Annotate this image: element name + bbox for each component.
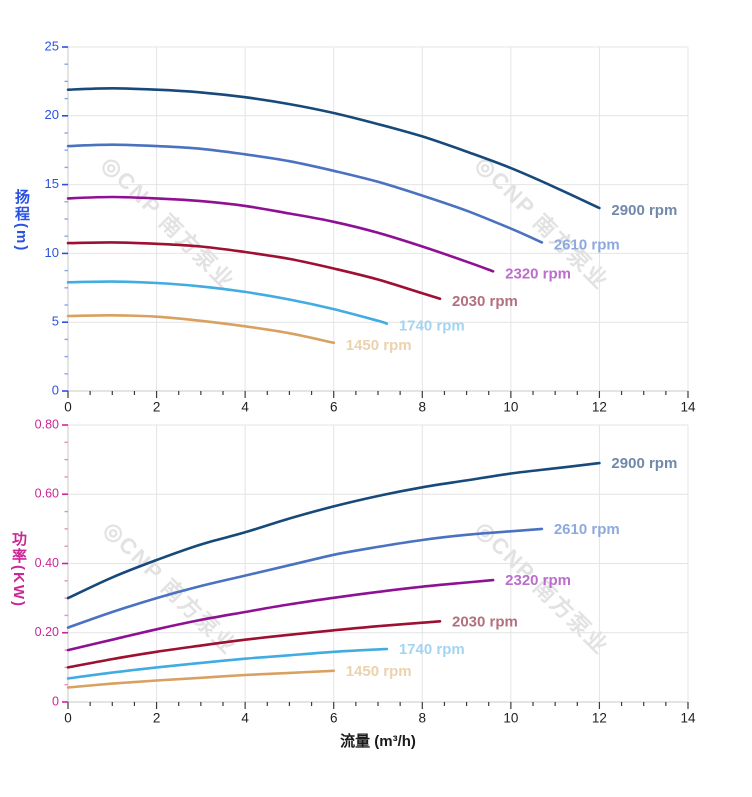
power-axis-title: 功率(KW) [10,531,27,608]
x-tick-label: 10 [503,711,518,726]
x-tick-label: 0 [64,711,72,726]
series-label-2900-rpm: 2900 rpm [611,202,677,219]
y-tick-label: 0.80 [35,417,59,431]
y-tick-label: 0.20 [35,625,59,639]
series-label-2320-rpm: 2320 rpm [505,572,571,589]
series-label-2030-rpm: 2030 rpm [452,613,518,630]
x-tick-label: 8 [419,711,427,726]
x-tick-label: 12 [592,711,607,726]
flow-axis-title: 流量 (m³/h) [340,733,416,750]
series-label-1740-rpm: 1740 rpm [399,318,465,335]
y-tick-label: 10 [45,245,59,260]
x-tick-label: 4 [241,400,249,415]
curve-2900-rpm [66,86,601,210]
y-tick-label: 0 [52,382,59,397]
x-tick-label: 8 [419,400,427,415]
curve-2320-rpm [66,195,495,273]
series-label-1450-rpm: 1450 rpm [346,663,412,680]
x-tick-label: 2 [153,711,161,726]
head-plot: 0 2 4 6 8 10 12 14 0 5 10 15 20 25 2900 rpm 2610 rpm 232… [45,38,696,414]
series-label-2610-rpm: 2610 rpm [554,521,620,538]
y-tick-label: 5 [52,314,59,329]
x-tick-label: 12 [592,400,607,415]
y-tick-label: 25 [45,38,59,53]
x-tick-label: 0 [64,400,72,415]
y-tick-label: 0.60 [35,487,59,501]
curve-2610-rpm [66,527,544,629]
x-tick-label: 10 [503,400,518,415]
curve-1450-rpm [66,313,335,345]
power-plot: 0 2 4 6 8 10 12 14 0 0.20 0.40 0.60 0.80 2900 rpm 2610… [35,417,696,725]
series-label-2030-rpm: 2030 rpm [452,293,518,310]
series-label-2320-rpm: 2320 rpm [505,265,571,282]
curve-1740-rpm [66,280,389,325]
curve-2900-rpm [66,461,601,600]
y-tick-label: 15 [45,176,59,191]
x-tick-label: 4 [241,711,249,726]
series-label-2900-rpm: 2900 rpm [611,455,677,472]
y-tick-label: 0 [52,694,59,708]
series-label-2610-rpm: 2610 rpm [554,236,620,253]
curve-2320-rpm [66,578,495,652]
x-tick-label: 2 [153,400,161,415]
curve-2030-rpm [66,620,442,669]
head-axis-title: 扬程(m) [13,189,30,253]
curve-2030-rpm [66,241,442,301]
curve-1450-rpm [66,669,335,689]
x-tick-label: 14 [680,711,696,726]
curve-2610-rpm [66,143,544,244]
curve-1740-rpm [66,647,389,680]
x-tick-label: 14 [680,400,696,415]
series-label-1450-rpm: 1450 rpm [346,337,412,354]
series-label-1740-rpm: 1740 rpm [399,641,465,658]
y-tick-label: 20 [45,107,59,122]
y-tick-label: 0.40 [35,556,59,570]
x-tick-label: 6 [330,400,338,415]
x-tick-label: 6 [330,711,338,726]
